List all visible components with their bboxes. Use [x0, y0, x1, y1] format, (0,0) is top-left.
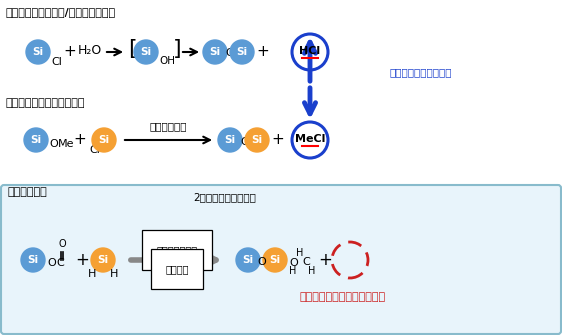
Text: H: H: [309, 266, 316, 276]
Text: Si: Si: [98, 135, 110, 145]
Text: H: H: [88, 269, 96, 279]
Text: ]: ]: [173, 39, 182, 59]
FancyBboxPatch shape: [1, 185, 561, 334]
Text: 原理的に副生成物が生じない: 原理的に副生成物が生じない: [300, 292, 386, 302]
Text: Si: Si: [210, 47, 220, 57]
Text: OH: OH: [159, 56, 175, 66]
Circle shape: [263, 248, 287, 272]
Circle shape: [203, 40, 227, 64]
Text: Si: Si: [97, 255, 108, 265]
Text: +: +: [257, 44, 269, 59]
Circle shape: [230, 40, 254, 64]
Text: Si: Si: [251, 135, 262, 145]
Text: +: +: [271, 132, 284, 146]
Text: C: C: [56, 258, 64, 268]
Text: O: O: [49, 139, 58, 149]
Text: ・従来法：交差縮合法の例: ・従来法：交差縮合法の例: [6, 98, 85, 108]
Text: Si: Si: [33, 47, 44, 57]
Text: 必ず副生成物が生じる: 必ず副生成物が生じる: [390, 67, 452, 77]
Circle shape: [245, 128, 269, 152]
Text: 金属錠体触媒: 金属錠体触媒: [149, 121, 187, 131]
Text: ・従来法：加水分解/脱水縮合法の例: ・従来法：加水分解/脱水縮合法の例: [6, 7, 116, 17]
Text: +: +: [64, 44, 76, 59]
Text: 2連続ワンポット反応: 2連続ワンポット反応: [193, 192, 256, 202]
Text: ・今回の手法: ・今回の手法: [8, 187, 48, 197]
Circle shape: [218, 128, 242, 152]
Circle shape: [24, 128, 48, 152]
Text: Si: Si: [140, 47, 152, 57]
Circle shape: [236, 248, 260, 272]
Text: Me: Me: [58, 139, 75, 149]
Text: Si: Si: [30, 135, 42, 145]
Text: O: O: [257, 257, 266, 267]
Text: O: O: [241, 137, 250, 147]
Text: H₂O: H₂O: [78, 45, 102, 58]
Text: O: O: [58, 239, 66, 249]
Text: H: H: [110, 269, 118, 279]
Text: O: O: [289, 258, 298, 268]
Circle shape: [21, 248, 45, 272]
Text: O: O: [47, 258, 56, 268]
Text: Si: Si: [224, 135, 235, 145]
Text: +: +: [74, 132, 87, 146]
Text: Cl: Cl: [89, 145, 100, 155]
Circle shape: [92, 128, 116, 152]
Text: +: +: [75, 251, 89, 269]
Circle shape: [26, 40, 50, 64]
Text: C: C: [302, 257, 310, 267]
Text: H: H: [296, 248, 303, 258]
Text: 転位反応: 転位反応: [165, 264, 189, 274]
Circle shape: [134, 40, 158, 64]
Text: ヒドロシリル化: ヒドロシリル化: [156, 245, 198, 255]
Text: MeCl: MeCl: [295, 134, 325, 143]
Text: Si: Si: [237, 47, 248, 57]
Text: [: [: [128, 39, 137, 59]
Text: Si: Si: [269, 255, 280, 265]
Text: H: H: [289, 266, 297, 276]
Circle shape: [91, 248, 115, 272]
Text: Si: Si: [242, 255, 253, 265]
Text: +: +: [318, 251, 332, 269]
Text: HCl: HCl: [300, 46, 320, 56]
Text: Si: Si: [28, 255, 39, 265]
Text: O: O: [225, 48, 234, 58]
Text: Cl: Cl: [51, 57, 62, 67]
